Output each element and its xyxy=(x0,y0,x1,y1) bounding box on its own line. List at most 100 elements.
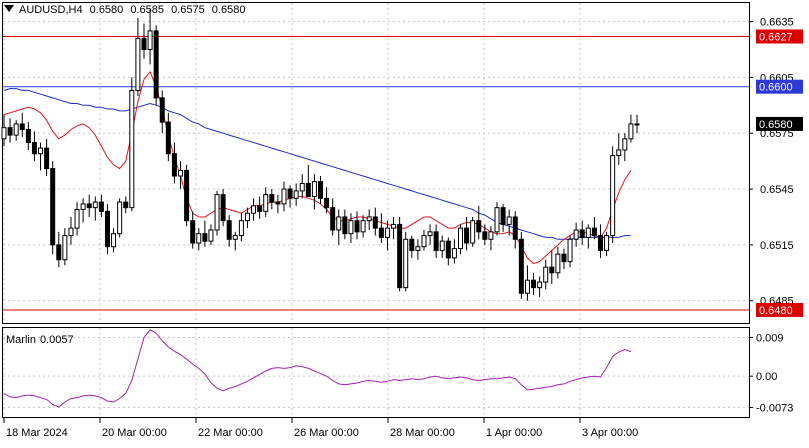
bear-candle xyxy=(445,240,451,259)
bull-candle xyxy=(573,229,579,240)
bear-candle xyxy=(518,238,524,294)
bull-candle xyxy=(263,194,269,212)
bull-candle xyxy=(196,233,202,244)
marlin-line xyxy=(3,329,632,408)
horizontal-levels[interactable] xyxy=(3,35,749,311)
bull-candle xyxy=(293,190,299,199)
bear-candle xyxy=(104,210,110,248)
bear-candle xyxy=(44,147,50,170)
bull-candle xyxy=(238,220,244,237)
bear-candle xyxy=(482,231,488,240)
bear-candle xyxy=(531,279,537,289)
bear-candle xyxy=(257,205,263,212)
bull-candle xyxy=(494,207,500,233)
bull-candle xyxy=(567,238,573,263)
bull-candle xyxy=(1,127,7,140)
indicator-axis[interactable]: 0.009 0.00 -0.0073 xyxy=(749,332,793,415)
bear-candle xyxy=(549,266,555,274)
indicator-name: Marlin xyxy=(6,334,36,346)
bull-candle xyxy=(470,220,476,244)
time-axis[interactable]: 18 Mar 2024 20 Mar 00:00 22 Mar 00:00 26 Ma… xyxy=(3,418,638,439)
bull-candle xyxy=(622,138,628,151)
bear-candle xyxy=(324,197,330,209)
level-price-label: 0.6600 xyxy=(759,82,793,94)
bear-candle xyxy=(512,216,518,240)
bear-candle xyxy=(7,127,13,136)
marlin-indicator xyxy=(3,329,632,408)
bull-candle xyxy=(360,220,366,233)
level-price-label-bg xyxy=(756,29,803,44)
current-price-label-bg xyxy=(756,116,803,131)
bear-candle xyxy=(220,194,226,222)
bear-candle xyxy=(330,207,336,231)
price-tick-label: 0.6545 xyxy=(760,184,794,196)
time-label: 3 Apr 00:00 xyxy=(582,427,638,439)
low-value: 0.6575 xyxy=(171,4,205,16)
bull-candle xyxy=(403,238,409,289)
bear-candle xyxy=(171,153,177,177)
bull-candle xyxy=(628,123,634,140)
bull-candle xyxy=(488,231,494,240)
bear-candle xyxy=(165,121,171,155)
dropdown-triangle-icon[interactable] xyxy=(4,5,14,12)
bear-candle xyxy=(318,181,323,199)
bear-candle xyxy=(397,223,403,289)
symbol-timeframe: AUDUSD,H4 xyxy=(19,4,83,16)
bull-candle xyxy=(366,216,372,222)
time-label: 20 Mar 00:00 xyxy=(102,427,167,439)
bull-candle xyxy=(281,188,287,205)
bull-candle xyxy=(604,235,610,251)
open-value: 0.6580 xyxy=(89,4,124,16)
bull-candle xyxy=(384,227,390,238)
indicator-tick-label: 0.00 xyxy=(756,371,777,383)
bear-candle xyxy=(25,129,31,144)
bear-candle xyxy=(202,233,208,242)
bear-candle xyxy=(153,30,159,99)
bull-candle xyxy=(208,229,214,242)
bull-candle xyxy=(610,155,616,237)
fast-ma-line xyxy=(3,70,632,265)
main-pane[interactable] xyxy=(2,2,750,324)
bull-candle xyxy=(506,216,512,225)
bear-candle xyxy=(354,220,360,233)
bear-candle xyxy=(19,123,25,131)
indicator-tick-label: -0.0073 xyxy=(756,403,793,415)
level-price-label-bg xyxy=(756,302,803,317)
chart-header: AUDUSD,H4 0.6580 0.6585 0.6575 0.6580 xyxy=(4,4,249,16)
close-value: 0.6580 xyxy=(211,4,246,16)
bear-candle xyxy=(287,188,293,199)
candles-group xyxy=(1,8,640,301)
bear-candle xyxy=(561,253,567,263)
bear-candle xyxy=(269,194,275,203)
time-label: 26 Mar 00:00 xyxy=(294,427,359,439)
bull-candle xyxy=(299,182,305,192)
bear-candle xyxy=(98,201,104,212)
bull-candle xyxy=(336,216,342,231)
bear-candle xyxy=(476,220,482,233)
bear-candle xyxy=(86,203,92,209)
bull-candle xyxy=(634,123,640,126)
bear-candle xyxy=(159,97,165,123)
bear-candle xyxy=(433,231,439,251)
time-label: 1 Apr 00:00 xyxy=(486,427,542,439)
bear-candle xyxy=(275,201,281,205)
bear-candle xyxy=(464,227,470,244)
bull-candle xyxy=(62,235,68,261)
bull-candle xyxy=(38,147,44,155)
price-axis[interactable]: 0.66350.66050.65750.65450.65150.64850.66… xyxy=(749,17,803,317)
bull-candle xyxy=(311,181,317,197)
current-price-label: 0.6580 xyxy=(759,119,793,131)
bull-candle xyxy=(616,149,622,157)
bull-candle xyxy=(555,253,561,274)
bear-candle xyxy=(226,220,232,240)
bull-candle xyxy=(80,203,86,211)
bull-candle xyxy=(135,37,141,91)
bear-candle xyxy=(372,216,378,229)
bull-candle xyxy=(117,201,123,235)
bull-candle xyxy=(524,279,530,294)
bull-candle xyxy=(68,227,74,237)
level-price-label: 0.6627 xyxy=(759,31,793,43)
indicator-pane[interactable] xyxy=(2,327,750,418)
